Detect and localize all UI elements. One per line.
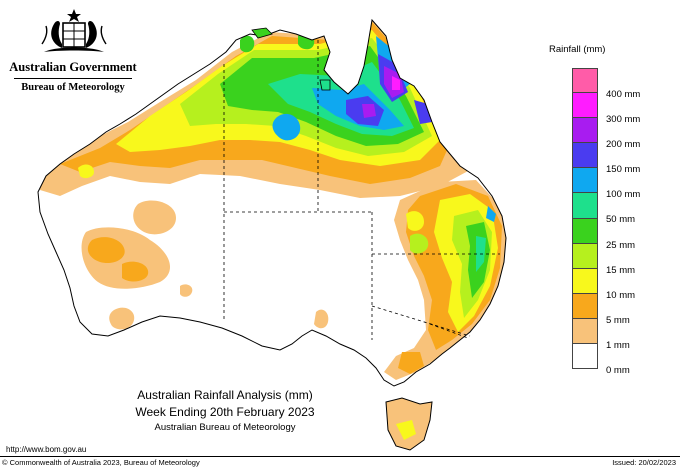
legend-swatch-100 (572, 168, 598, 194)
map-period: Week Ending 20th February 2023 (135, 405, 315, 419)
legend-swatch-5 (572, 293, 598, 319)
issued-date: Issued: 20/02/2023 (612, 458, 676, 467)
legend-swatch-200 (572, 118, 598, 144)
legend-color-bar (572, 68, 598, 370)
logo-divider (14, 78, 132, 79)
legend-label-50: 50 mm (606, 214, 636, 225)
legend-label-1: 1 mm (606, 340, 630, 351)
legend-swatch-10 (572, 268, 598, 294)
legend-label-200: 200 mm (606, 139, 641, 150)
bom-url-link[interactable]: http://www.bom.gov.au (6, 445, 87, 454)
map-source: Australian Bureau of Meteorology (154, 422, 296, 433)
legend-label-5: 5 mm (606, 315, 630, 326)
coat-of-arms-icon (41, 9, 107, 52)
legend-swatch-25 (572, 218, 598, 244)
legend-title: Rainfall (mm) (549, 44, 606, 55)
legend-swatch-0 (572, 344, 598, 370)
government-logo: Australian Government Bureau of Meteorol… (8, 8, 138, 100)
map-title: Australian Rainfall Analysis (mm) (137, 388, 313, 402)
government-name: Australian Government (9, 60, 137, 74)
legend-swatch-300 (572, 93, 598, 119)
legend-label-400: 400 mm (606, 89, 641, 100)
legend-label-0: 0 mm (606, 365, 630, 376)
legend-swatch-15 (572, 243, 598, 269)
legend-label-150: 150 mm (606, 164, 641, 175)
legend-label-15: 15 mm (606, 265, 636, 276)
department-name: Bureau of Meteorology (21, 82, 125, 93)
legend-swatch-400 (572, 68, 598, 94)
legend-label-300: 300 mm (606, 114, 641, 125)
legend-label-10: 10 mm (606, 290, 636, 301)
legend-swatch-1 (572, 318, 598, 345)
legend-swatch-150 (572, 143, 598, 169)
rainfall-map (37, 19, 507, 451)
footer-divider (0, 456, 680, 457)
legend-swatch-50 (572, 193, 598, 219)
copyright-text: © Commonwealth of Australia 2023, Bureau… (2, 458, 200, 467)
legend-label-25: 25 mm (606, 240, 636, 251)
legend-label-100: 100 mm (606, 189, 641, 200)
